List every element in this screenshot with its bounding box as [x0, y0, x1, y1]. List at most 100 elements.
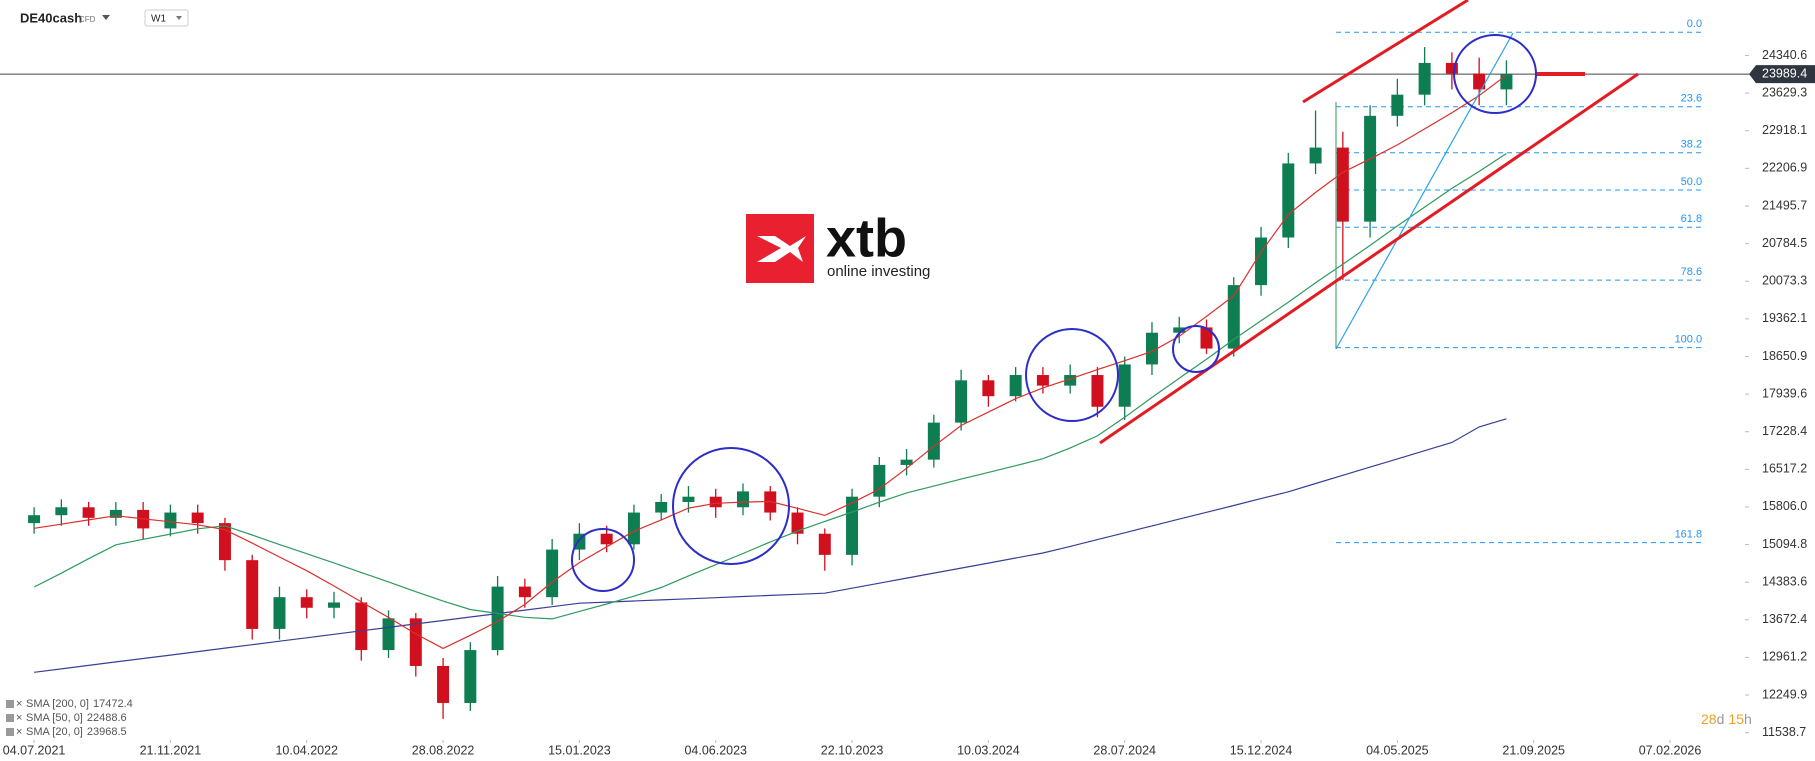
x-tick-label: 10.03.2024: [957, 743, 1020, 757]
y-tick-label: 17939.6: [1762, 386, 1807, 400]
trendline-upper: [1302, 0, 1469, 104]
legend-value: 17472.4: [93, 698, 133, 710]
x-tick-label: 28.08.2022: [412, 743, 475, 757]
candle-body: [709, 496, 722, 508]
candle-body: [546, 549, 559, 598]
fib-diagonal: [1335, 32, 1514, 350]
fib-level-label: 50.0: [1681, 176, 1702, 188]
x-tick-label: 21.09.2025: [1502, 743, 1565, 757]
candle-body: [273, 597, 286, 629]
legend-icon: [6, 714, 14, 722]
timeframe[interactable]: W1: [151, 14, 166, 25]
candle-body: [627, 512, 640, 545]
candle-body: [109, 509, 122, 518]
candle-body: [982, 380, 995, 397]
candle-body: [437, 665, 450, 703]
fib-level-label: 161.8: [1675, 529, 1703, 541]
logo-mark: [746, 214, 814, 283]
candle-body: [1364, 115, 1377, 222]
highlight-circle: [1453, 34, 1537, 114]
candle-body: [736, 491, 749, 508]
legend-name: SMA [200, 0]: [26, 698, 89, 710]
y-tick-label: 13672.4: [1762, 612, 1807, 626]
y-tick-label: 15094.8: [1762, 537, 1807, 551]
y-tick-label: 18650.9: [1762, 349, 1807, 363]
candle-body: [355, 602, 368, 651]
x-tick-label: 21.11.2021: [140, 743, 202, 757]
candle-body: [1145, 332, 1158, 365]
y-tick-label: 17228.4: [1762, 424, 1807, 438]
last-price-label: 23989.4: [1762, 66, 1807, 80]
x-tick-label: 15.01.2023: [548, 743, 611, 757]
candle-body: [491, 586, 504, 651]
candle-body: [218, 523, 231, 561]
timeframe-dropdown[interactable]: [176, 16, 182, 20]
legend-icon: [6, 728, 14, 736]
x-tick-label: 04.05.2025: [1366, 743, 1429, 757]
logo-x: [757, 236, 806, 262]
y-tick-label: 24340.6: [1762, 48, 1807, 62]
symbol[interactable]: DE40cash: [20, 10, 82, 25]
timeframe-select[interactable]: [144, 9, 189, 27]
legend-name: SMA [20, 0]: [26, 726, 83, 738]
x-tick-label: 04.06.2023: [684, 743, 747, 757]
highlight-circle: [571, 528, 635, 592]
candle-body: [1473, 73, 1486, 90]
candle-body: [409, 618, 422, 666]
legend-name: SMA [50, 0]: [26, 712, 83, 724]
candle-body: [300, 597, 313, 608]
candle-body: [55, 507, 68, 516]
y-tick-label: 22918.1: [1762, 123, 1807, 137]
symbol-dropdown[interactable]: [102, 15, 110, 20]
candle-body: [28, 515, 41, 524]
candle-body: [1445, 62, 1458, 74]
legend-entry: SMA [50, 0] 22488.6: [26, 712, 127, 724]
candle-body: [927, 422, 940, 460]
y-tick-label: 12249.9: [1762, 687, 1807, 701]
candle-body: [246, 560, 259, 629]
countdown-days: 28: [1701, 711, 1717, 727]
y-tick-label: 15806.0: [1762, 499, 1807, 513]
candle-body: [818, 533, 831, 555]
fib-level-label: 78.6: [1681, 266, 1702, 278]
y-tick-label: 16517.2: [1762, 462, 1807, 476]
candle-body: [955, 380, 968, 423]
candle-body: [655, 501, 668, 513]
candle-body: [382, 618, 395, 651]
candle-body: [518, 586, 531, 598]
x-tick-label: 07.02.2026: [1639, 743, 1702, 757]
candle-body: [900, 459, 913, 465]
sma-line: [33, 152, 1507, 620]
candle-body: [791, 512, 804, 534]
highlight-circle: [672, 447, 790, 565]
candle-body: [1064, 375, 1077, 386]
x-tick-label: 04.07.2021: [3, 743, 66, 757]
x-tick-label: 22.10.2023: [821, 743, 884, 757]
candle-body: [1091, 375, 1104, 407]
candle-body: [464, 650, 477, 703]
candle-body: [1336, 147, 1349, 222]
sma-line: [34, 418, 1507, 673]
fib-level-label: 38.2: [1681, 139, 1702, 151]
candle-body: [1200, 327, 1213, 349]
candle-body: [328, 602, 341, 608]
legend-value: 23968.5: [87, 726, 127, 738]
legend-value: 22488.6: [87, 712, 127, 724]
legend-icon: [6, 700, 14, 708]
candle-body: [1173, 327, 1186, 333]
bar-countdown: 28d 15h: [1701, 711, 1752, 727]
candle-body: [1418, 62, 1431, 95]
candle-body: [682, 496, 695, 502]
trendline-lower: [1099, 72, 1639, 445]
legend-close: ×: [16, 698, 22, 710]
candle-body: [1118, 364, 1131, 407]
fib-level-label: 23.6: [1681, 93, 1702, 105]
y-tick-label: 12961.2: [1762, 650, 1807, 664]
x-tick-label: 28.07.2024: [1093, 743, 1156, 757]
y-tick-label: 22206.9: [1762, 161, 1807, 175]
candle-body: [1009, 375, 1022, 397]
y-tick-label: 20073.3: [1762, 274, 1807, 288]
